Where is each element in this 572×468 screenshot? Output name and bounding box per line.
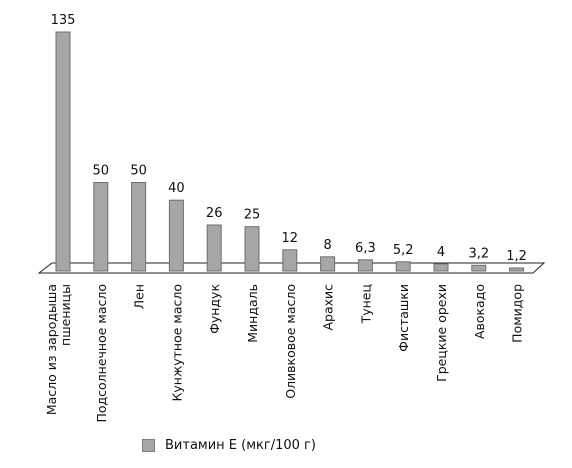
bar-value-label: 50	[130, 164, 147, 179]
bar-value-label: 5,2	[393, 243, 414, 258]
bar	[357, 259, 373, 272]
x-tick-label: Тунец	[358, 284, 373, 324]
x-tick-label: Оливковое масло	[283, 284, 298, 399]
bar	[93, 182, 109, 272]
x-tick-label: Масло из зародышапшеницы	[44, 284, 73, 415]
bar	[509, 267, 525, 272]
bar-value-label: 4	[437, 245, 445, 260]
bar	[320, 256, 336, 272]
bar	[433, 263, 449, 272]
bar-value-label: 50	[93, 164, 110, 179]
x-tick-label: Фундук	[207, 284, 222, 334]
x-tick-label: Миндаль	[245, 284, 260, 343]
x-tick-label: Лен	[132, 284, 147, 309]
bar-value-label: 12	[282, 231, 299, 246]
x-tick-label: Помидор	[510, 284, 525, 343]
bar-value-label: 40	[168, 181, 185, 196]
legend-swatch	[142, 438, 155, 452]
bar	[55, 31, 71, 272]
x-tick-label: Подсолнечное масло	[94, 284, 109, 423]
x-tick-label: Авокадо	[472, 284, 487, 339]
bar	[131, 182, 147, 272]
bar	[471, 264, 487, 272]
bar	[244, 226, 260, 272]
bar	[168, 199, 184, 272]
bar-value-label: 1,2	[506, 249, 527, 264]
x-tick-label: Арахис	[321, 284, 336, 331]
bar-value-label: 25	[244, 208, 261, 223]
value-labels-group: 135 50 50 40 26 25 12 8 6,3 5,2 4 3,2 1,2	[51, 13, 527, 264]
bars-group	[55, 31, 525, 272]
bar	[206, 224, 222, 272]
bar-value-label: 6,3	[355, 241, 376, 256]
x-labels-group: Масло из зародышапшеницы Подсолнечное мас…	[44, 284, 525, 423]
bar	[282, 249, 298, 272]
bar-value-label: 3,2	[468, 246, 489, 261]
legend: Витамин Е (мкг/100 г)	[142, 436, 316, 454]
x-tick-label: Кунжутное масло	[169, 284, 184, 401]
bar-value-label: 8	[323, 238, 331, 253]
bar-value-label: 26	[206, 206, 223, 221]
bar-value-label: 135	[51, 13, 76, 28]
x-tick-label: Фисташки	[396, 284, 411, 352]
x-tick-label: Грецкие орехи	[434, 284, 449, 382]
legend-label: Витамин Е (мкг/100 г)	[165, 437, 316, 453]
bar	[395, 261, 411, 272]
